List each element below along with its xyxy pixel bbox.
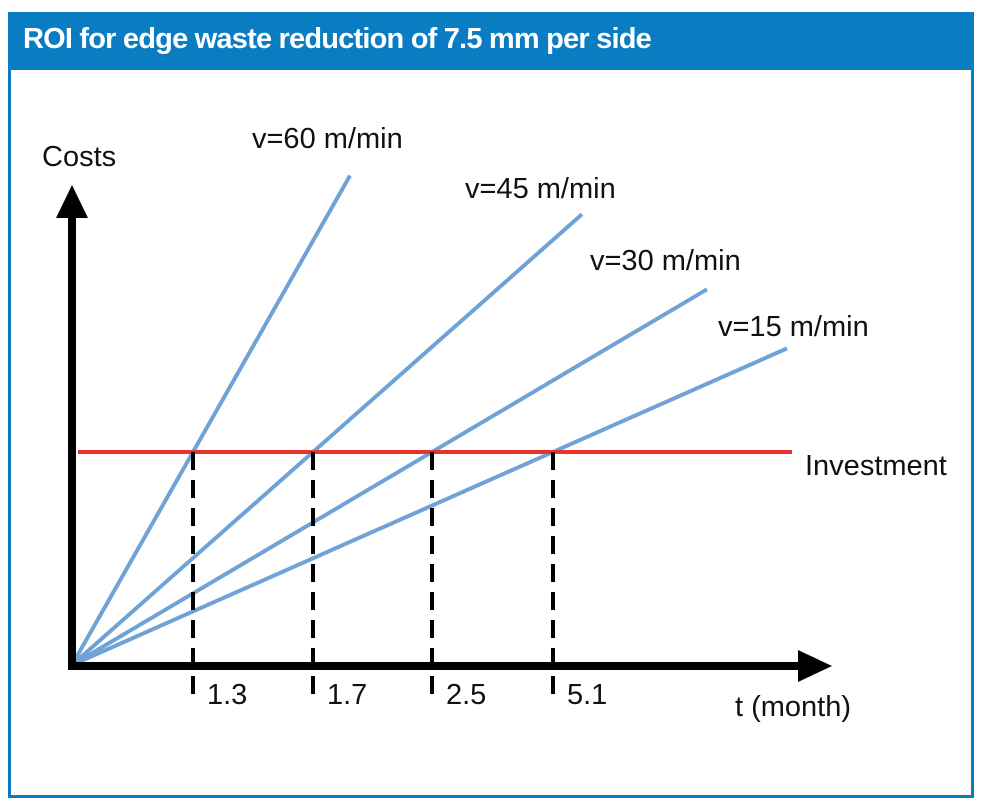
x-axis-arrow — [798, 650, 832, 682]
breakeven-tick-label-3: 2.5 — [446, 679, 486, 711]
investment-label: Investment — [805, 450, 947, 482]
series-label-2: v=45 m/min — [465, 173, 616, 205]
series-line-2 — [70, 212, 584, 667]
breakeven-tick-label-1: 1.3 — [207, 679, 247, 711]
series-line-4 — [71, 346, 788, 667]
title-bar: ROI for edge waste reduction of 7.5 mm p… — [11, 15, 971, 70]
series-line-3 — [70, 287, 709, 667]
y-axis-arrow — [56, 185, 88, 218]
chart-title: ROI for edge waste reduction of 7.5 mm p… — [23, 23, 652, 55]
series-label-4: v=15 m/min — [718, 311, 869, 343]
series-label-3: v=30 m/min — [590, 245, 741, 277]
chart-frame: ROI for edge waste reduction of 7.5 mm p… — [8, 12, 974, 798]
y-axis-label: Costs — [42, 141, 116, 173]
series-line-1 — [70, 174, 352, 666]
breakeven-tick-label-4: 5.1 — [567, 679, 607, 711]
breakeven-tick-label-2: 1.7 — [327, 679, 367, 711]
x-axis-label: t (month) — [735, 691, 851, 723]
series-label-1: v=60 m/min — [252, 123, 403, 155]
